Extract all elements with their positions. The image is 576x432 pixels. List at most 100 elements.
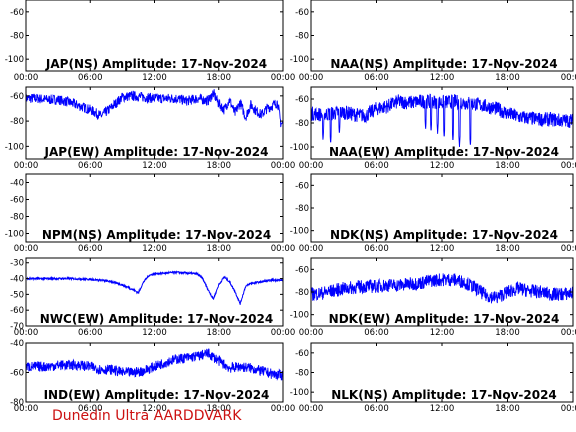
panel-title: NPM(NS) Amplitude: 17-Nov-2024 [42,228,271,242]
x-tick-label: 18:00 [495,404,520,414]
y-tick-label: -60 [295,265,309,275]
x-tick-label: 06:00 [78,328,103,338]
x-tick-label: 00:00 [271,161,296,171]
y-tick-label: -80 [295,288,309,298]
y-tick-label: -60 [295,349,309,359]
y-tick-label: -80 [295,369,309,379]
x-tick-label: 00:00 [271,244,296,254]
panel-title: NAA(EW) Amplitude: 17-Nov-2024 [329,145,559,159]
x-tick-label: 00:00 [14,404,39,414]
x-tick-label: 00:00 [561,161,576,171]
y-tick-label: -80 [295,119,309,129]
chart-panel: 00:00 06:00 12:00 18:00 00:00 -40 -60 -80 -100 NP… [5,173,296,254]
y-tick-label: -30 [10,259,24,269]
chart-panel: 00:00 06:00 12:00 18:00 00:00 -60 -80 -100 JAP(E… [5,86,296,171]
x-tick-label: 00:00 [271,404,296,414]
x-tick-label: 00:00 [14,73,39,83]
y-tick-label: -40 [10,179,24,189]
series-line [26,270,283,305]
panel-title: NDK(NS) Amplitude: 17-Nov-2024 [330,228,558,242]
x-tick-label: 12:00 [430,328,455,338]
chart-panel: 00:00 06:00 12:00 18:00 00:00 -60 -80 -100 NLK(N… [290,342,576,414]
y-tick-label: -100 [290,311,309,321]
panel-title: NDK(EW) Amplitude: 17-Nov-2024 [329,312,560,326]
x-tick-label: 00:00 [14,244,39,254]
x-tick-label: 12:00 [142,244,167,254]
y-tick-label: -100 [290,388,309,398]
x-tick-label: 12:00 [142,328,167,338]
x-tick-label: 06:00 [78,161,103,171]
x-tick-label: 00:00 [14,328,39,338]
y-tick-label: -100 [290,227,309,237]
x-tick-label: 00:00 [299,161,324,171]
x-tick-label: 00:00 [561,404,576,414]
y-tick-label: -80 [10,398,24,408]
y-tick-label: -100 [5,55,24,65]
x-tick-label: 12:00 [430,244,455,254]
x-tick-label: 12:00 [430,73,455,83]
x-tick-label: 00:00 [271,73,296,83]
x-tick-label: 06:00 [364,73,389,83]
x-tick-label: 06:00 [78,404,103,414]
y-tick-label: -80 [295,32,309,42]
y-tick-label: -60 [10,306,24,316]
x-tick-label: 18:00 [207,328,232,338]
x-tick-label: 18:00 [495,161,520,171]
y-tick-label: -50 [10,290,24,300]
y-tick-label: -60 [10,92,24,102]
y-tick-label: -80 [10,213,24,223]
footer-label: Dunedin Ultra AARDDVARK [52,408,242,424]
y-tick-label: -80 [10,117,24,127]
chart-panel: 00:00 06:00 12:00 18:00 00:00 -40 -60 -80 IND(EW… [10,339,295,414]
x-tick-label: 12:00 [142,404,167,414]
y-tick-label: -40 [10,339,24,349]
x-tick-label: 06:00 [364,328,389,338]
panel-title: IND(EW) Amplitude: 17-Nov-2024 [44,388,270,402]
y-tick-label: -40 [10,275,24,285]
x-tick-label: 00:00 [299,404,324,414]
chart-panel: 00:00 06:00 12:00 18:00 00:00 -60 -80 -100 NDK(E… [290,257,576,338]
x-tick-label: 06:00 [364,161,389,171]
x-tick-label: 18:00 [495,244,520,254]
chart-panel: 00:00 06:00 12:00 18:00 00:00 -60 -80 -100 NAA(E… [290,86,576,171]
panel-title: NAA(NS) Amplitude: 17-Nov-2024 [330,57,557,71]
y-tick-label: -60 [295,181,309,191]
y-tick-label: -100 [290,143,309,153]
panel-title: NLK(NS) Amplitude: 17-Nov-2024 [331,388,557,402]
y-tick-label: -100 [290,55,309,65]
x-tick-label: 12:00 [142,73,167,83]
y-tick-label: -60 [10,369,24,379]
y-tick-label: -80 [295,204,309,214]
y-tick-label: -100 [5,230,24,240]
chart-panel: 00:00 06:00 12:00 18:00 00:00 -30 -40 -50 -60 -70… [10,257,296,338]
x-tick-label: 00:00 [299,328,324,338]
y-tick-label: -80 [10,32,24,42]
x-tick-label: 00:00 [299,244,324,254]
x-tick-label: 18:00 [207,161,232,171]
chart-panel: 00:00 06:00 12:00 18:00 00:00 -60 -80 -100 NDK(N… [290,173,576,254]
panel-title: JAP(EW) Amplitude: 17-Nov-2024 [44,145,269,159]
chart-panel: 00:00 06:00 12:00 18:00 00:00 -60 -80 -100 NAA(N… [290,0,576,83]
x-tick-label: 00:00 [271,328,296,338]
x-tick-label: 00:00 [561,244,576,254]
y-tick-label: -100 [5,142,24,152]
y-tick-label: -60 [10,8,24,18]
series-line [311,93,573,148]
x-tick-label: 18:00 [207,404,232,414]
x-tick-label: 18:00 [207,73,232,83]
panel-title: JAP(NS) Amplitude: 17-Nov-2024 [45,57,267,71]
x-tick-label: 06:00 [78,244,103,254]
series-line [311,273,573,304]
chart-panel: 00:00 06:00 12:00 18:00 00:00 -60 -80 -100 JAP(N… [5,0,296,83]
series-line [26,348,283,381]
x-tick-label: 12:00 [430,404,455,414]
x-tick-label: 12:00 [430,161,455,171]
y-tick-label: -60 [10,196,24,206]
panel-title: NWC(EW) Amplitude: 17-Nov-2024 [40,312,273,326]
y-tick-label: -60 [295,8,309,18]
x-tick-label: 00:00 [561,73,576,83]
x-tick-label: 06:00 [78,73,103,83]
x-tick-label: 00:00 [14,161,39,171]
x-tick-label: 18:00 [207,244,232,254]
